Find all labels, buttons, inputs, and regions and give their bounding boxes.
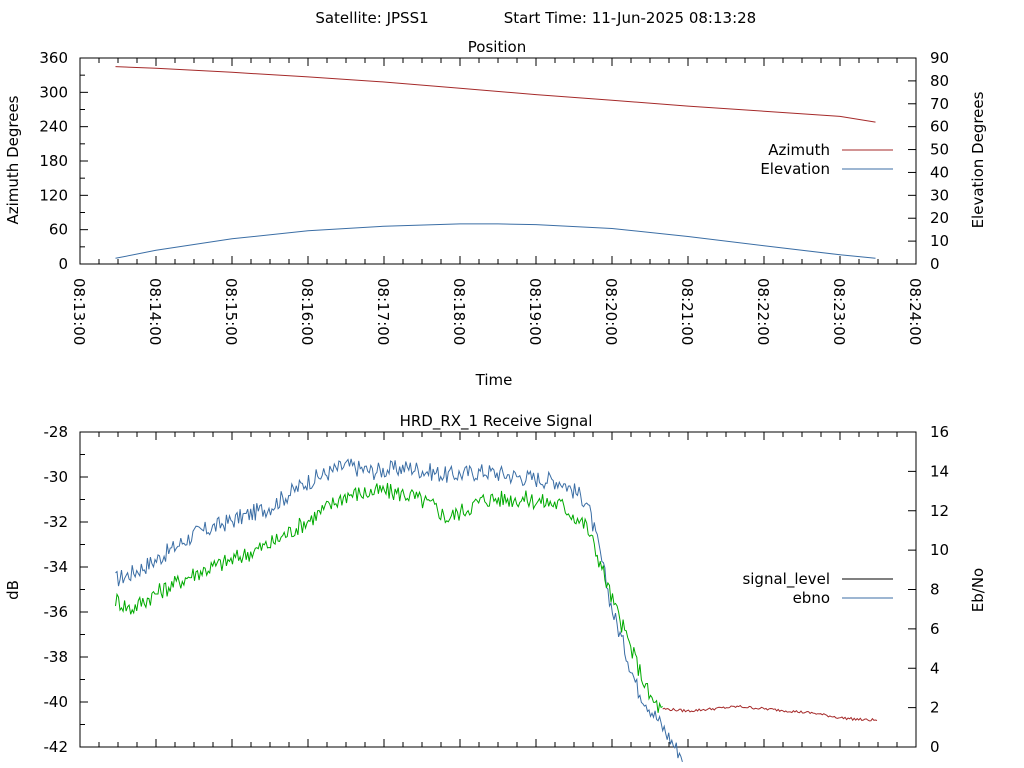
x-tick-label: 08:13:00: [70, 278, 88, 345]
y-tick-label: 240: [39, 118, 68, 136]
x-tick-label: 08:15:00: [222, 278, 240, 345]
y-tick-label: 120: [39, 186, 68, 204]
y2-tick-label: 80: [930, 72, 949, 90]
series-line-azimuth: [115, 66, 876, 123]
x-tick-label: 08:14:00: [146, 278, 164, 345]
legend-label: ebno: [793, 589, 830, 607]
x-tick-label: 08:19:00: [526, 278, 544, 345]
series-line-eb-no-green: [115, 482, 663, 713]
y2-tick-label: 10: [930, 232, 949, 250]
x-tick-label: 08:23:00: [830, 278, 848, 345]
y2-tick-label: 70: [930, 95, 949, 113]
y-tick-label: -38: [44, 648, 69, 666]
header-satellite: Satellite: JPSS1: [315, 9, 428, 27]
y-tick-label: 0: [58, 255, 68, 273]
y-tick-label: -28: [44, 423, 69, 441]
y2-tick-label: 40: [930, 163, 949, 181]
y-tick-label: 300: [39, 83, 68, 101]
y2-tick-label: 20: [930, 209, 949, 227]
position-chart-title: Position: [468, 38, 526, 56]
signal-chart-title: HRD_RX_1 Receive Signal: [400, 412, 593, 431]
y-tick-label: -40: [44, 693, 69, 711]
y-tick-label: -42: [44, 738, 69, 756]
x-tick-label: 08:21:00: [678, 278, 696, 345]
y-tick-label: -36: [44, 603, 69, 621]
position-chart: 08:13:00 08:14:00 08:15:00 08:16:00 08:17:00…: [39, 49, 949, 345]
y2-tick-label: 90: [930, 49, 949, 67]
y2-tick-label: 30: [930, 186, 949, 204]
y2-tick-label: 4: [930, 659, 940, 677]
y2-tick-label: 0: [930, 255, 940, 273]
series-line-signal-level-red: [662, 704, 878, 722]
position-y-axis-label: Azimuth Degrees: [4, 95, 22, 224]
signal-chart: -42 -40 -38 -36 -34 -32 -30 -28 0 2 4 6 8 10 12 14 16 sig…: [44, 423, 949, 763]
legend-label: Azimuth: [768, 141, 830, 159]
y2-tick-label: 8: [930, 581, 940, 599]
y2-tick-label: 0: [930, 738, 940, 756]
position-x-axis-label: Time: [475, 371, 513, 389]
series-line-ebno: [115, 458, 683, 763]
series-line-elevation: [115, 223, 876, 259]
x-tick-label: 08:22:00: [754, 278, 772, 345]
signal-y2-axis-label: Eb/No: [969, 568, 987, 612]
x-tick-label: 08:20:00: [602, 278, 620, 345]
y2-tick-label: 14: [930, 462, 949, 480]
y2-tick-label: 12: [930, 502, 949, 520]
x-tick-label: 08:17:00: [374, 278, 392, 345]
x-tick-label: 08:16:00: [298, 278, 316, 345]
y2-tick-label: 6: [930, 620, 940, 638]
legend-label: signal_level: [742, 570, 830, 589]
legend-label: Elevation: [760, 160, 830, 178]
y-tick-label: -32: [44, 513, 69, 531]
header-start-time: Start Time: 11-Jun-2025 08:13:28: [504, 9, 756, 27]
y2-tick-label: 50: [930, 141, 949, 159]
signal-y-axis-label: dB: [4, 580, 22, 600]
y2-tick-label: 60: [930, 118, 949, 136]
y-tick-label: 60: [49, 221, 68, 239]
x-tick-label: 08:18:00: [450, 278, 468, 345]
x-tick-label: 08:24:00: [906, 278, 924, 345]
y2-tick-label: 2: [930, 699, 940, 717]
y2-tick-label: 16: [930, 423, 949, 441]
y-tick-label: -34: [44, 558, 69, 576]
y-tick-label: 360: [39, 49, 68, 67]
y-tick-label: -30: [44, 468, 69, 486]
y2-tick-label: 10: [930, 541, 949, 559]
position-y2-axis-label: Elevation Degrees: [969, 91, 987, 228]
y-tick-label: 180: [39, 152, 68, 170]
